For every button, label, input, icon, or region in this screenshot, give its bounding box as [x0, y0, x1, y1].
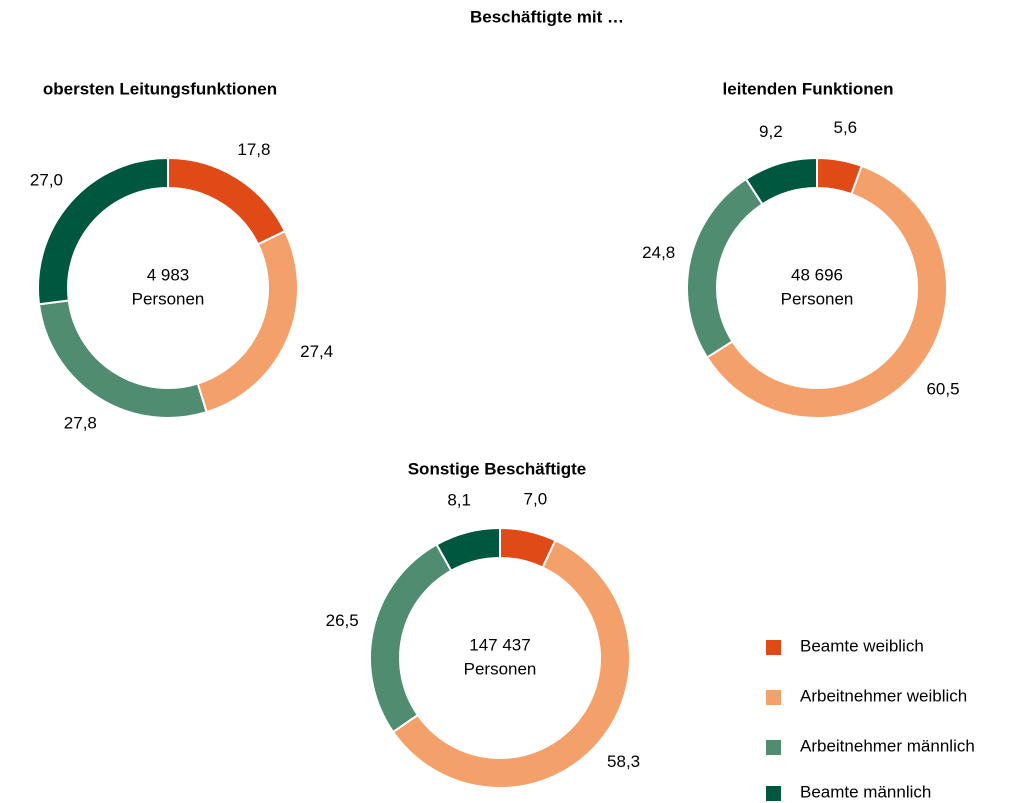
value-label: 24,8 — [642, 243, 675, 262]
donut-segment — [686, 177, 764, 359]
value-label: 17,8 — [237, 140, 270, 159]
center-unit: Personen — [132, 289, 205, 308]
donut-segment — [167, 156, 287, 246]
legend-label: Beamte männlich — [800, 782, 931, 801]
center-unit: Personen — [781, 289, 854, 308]
donut-segment — [37, 156, 169, 306]
donut-segment — [196, 229, 299, 414]
donut-segment — [744, 156, 818, 206]
donut-segment — [391, 539, 631, 789]
center-total: 4 983 — [147, 265, 190, 284]
donut-segment — [369, 543, 453, 734]
value-label: 27,8 — [64, 414, 97, 433]
center-unit: Personen — [464, 659, 537, 678]
value-label: 27,4 — [300, 342, 333, 361]
legend-label: Arbeitnehmer männlich — [800, 736, 975, 755]
center-total: 48 696 — [791, 265, 843, 284]
value-label: 26,5 — [326, 611, 359, 630]
value-label: 5,6 — [834, 118, 858, 137]
value-label: 60,5 — [926, 379, 959, 398]
donut-segment — [435, 526, 501, 573]
legend-label: Arbeitnehmer weiblich — [800, 686, 967, 705]
chart-title: obersten Leitungsfunktionen — [43, 79, 277, 98]
legend-label: Beamte weiblich — [800, 636, 924, 655]
legend-swatch — [766, 740, 781, 755]
value-label: 58,3 — [607, 752, 640, 771]
value-label: 9,2 — [759, 122, 783, 141]
chart-title: leitenden Funktionen — [723, 79, 894, 98]
chart-title: Sonstige Beschäftigte — [408, 459, 587, 478]
donut-segment — [705, 164, 948, 419]
donut-segment — [37, 299, 208, 419]
center-total: 147 437 — [469, 635, 530, 654]
value-label: 8,1 — [447, 491, 471, 510]
value-label: 27,0 — [30, 170, 63, 189]
legend-swatch — [766, 786, 781, 801]
legend-swatch — [766, 640, 781, 655]
main-title: Beschäftigte mit … — [470, 7, 624, 26]
legend-swatch — [766, 690, 781, 705]
value-label: 7,0 — [524, 489, 548, 508]
